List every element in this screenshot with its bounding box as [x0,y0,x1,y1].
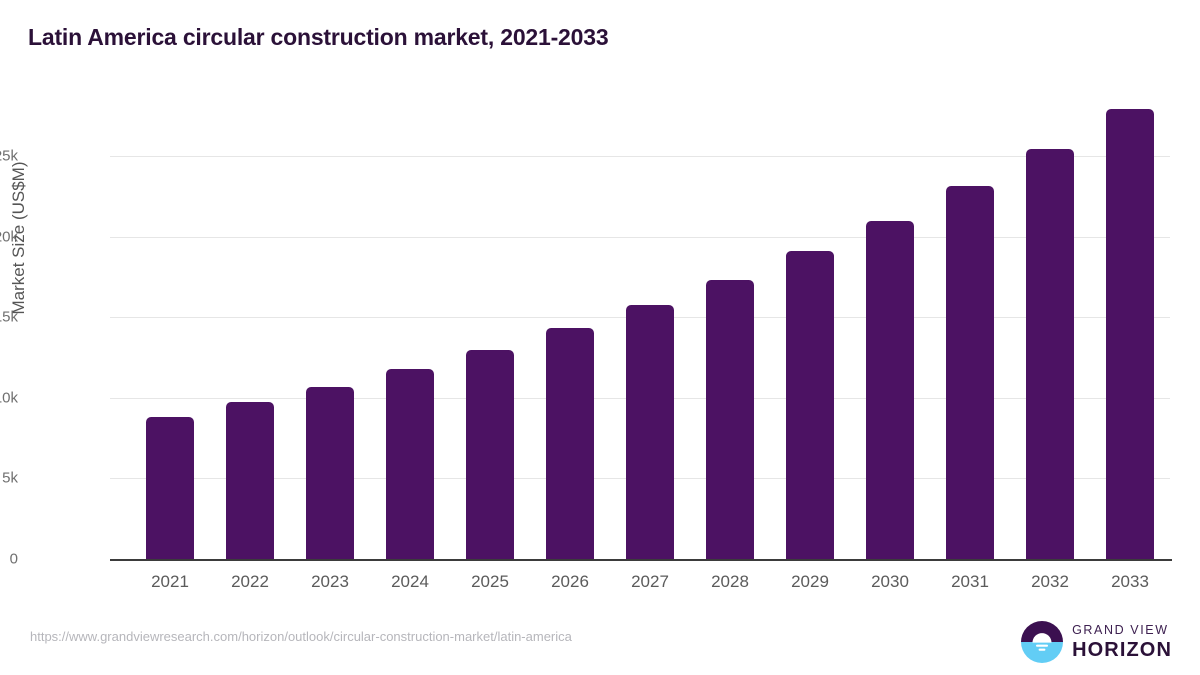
plot-area [110,95,1170,560]
x-tick-label: 2024 [391,572,429,591]
x-tick-label: 2030 [871,572,909,591]
bar[interactable] [146,416,194,560]
bar[interactable] [386,369,434,560]
brand-logo[interactable]: GRAND VIEW HORIZON [1021,618,1172,666]
source-url[interactable]: https://www.grandviewresearch.com/horizo… [30,629,572,644]
bar[interactable] [466,349,514,560]
gridline [110,236,1170,238]
x-tick-label: 2033 [1111,572,1149,591]
x-tick-label: 2026 [551,572,589,591]
gridline [110,156,1170,158]
x-axis-line [110,559,1172,561]
bar[interactable] [706,279,754,560]
x-tick-label: 2022 [231,572,269,591]
horizon-logo-icon [1021,621,1064,663]
y-tick-label: 25k [0,147,18,165]
bar[interactable] [306,386,354,560]
x-tick-label: 2032 [1031,572,1069,591]
y-tick-label: 0 [9,550,18,568]
logo-text: GRAND VIEW HORIZON [1072,624,1172,661]
bar[interactable] [1026,149,1074,560]
y-tick-label: 5k [2,469,18,487]
bar[interactable] [226,402,274,560]
x-tick-label: 2025 [471,572,509,591]
logo-line-grand-view: GRAND VIEW [1072,622,1169,637]
bar[interactable] [946,186,994,560]
x-tick-label: 2028 [711,572,749,591]
bar[interactable] [1106,108,1154,560]
y-tick-label: 15k [0,308,18,326]
page-title: Latin America circular construction mark… [28,24,609,50]
x-tick-label: 2023 [311,572,349,591]
x-tick-label: 2027 [631,572,669,591]
bar[interactable] [866,220,914,560]
y-tick-label: 20k [0,228,18,246]
x-tick-label: 2031 [951,572,989,591]
bar[interactable] [626,305,674,560]
y-tick-label: 10k [0,389,18,407]
bar[interactable] [546,328,594,560]
logo-line-horizon: HORIZON [1072,639,1172,662]
y-axis-title: Market Size (US$M) [9,161,28,315]
x-tick-label: 2021 [151,572,189,591]
x-tick-label: 2029 [791,572,829,591]
bar[interactable] [786,250,834,560]
